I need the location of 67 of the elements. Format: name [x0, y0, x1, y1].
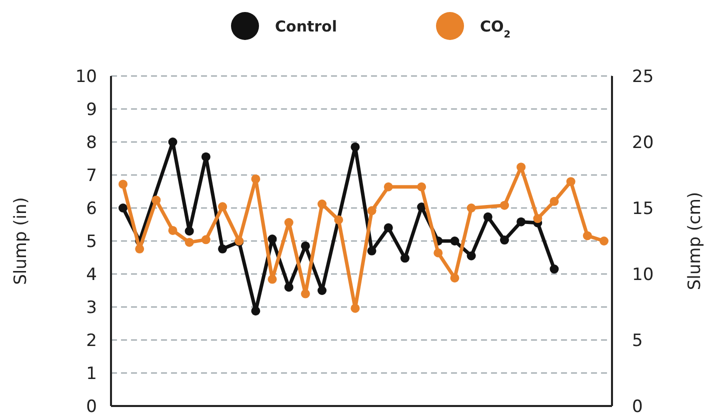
point	[500, 200, 509, 210]
y-tick-label: 6	[86, 198, 97, 219]
point	[118, 204, 128, 212]
y-tick-label: 1	[86, 364, 97, 384]
point	[533, 214, 542, 224]
point	[201, 235, 210, 244]
point	[300, 289, 310, 298]
point	[318, 200, 327, 209]
point	[550, 264, 559, 274]
point	[450, 273, 460, 282]
point	[367, 246, 376, 256]
y-tick-label: 10	[75, 66, 97, 87]
y-axis-title: Slump (in)	[11, 197, 31, 285]
point	[135, 244, 144, 254]
point	[516, 217, 526, 226]
point	[566, 177, 576, 186]
point	[350, 304, 360, 313]
y2-tick-label: 10	[632, 264, 654, 285]
legend-label: Control	[275, 17, 338, 36]
point	[184, 226, 194, 236]
y2-tick-label: 0	[632, 396, 643, 416]
y-tick-label: 7	[86, 166, 97, 186]
point	[466, 204, 476, 212]
y2-tick-label: 5	[632, 330, 643, 351]
y-tick-label: 2	[86, 330, 97, 351]
y-tick-label: 8	[86, 132, 97, 153]
point	[251, 174, 260, 184]
point	[550, 196, 559, 206]
y2-tick-label: 20	[632, 132, 654, 153]
point	[284, 282, 294, 292]
point	[350, 142, 360, 152]
point	[152, 196, 161, 205]
point	[168, 226, 178, 235]
point	[384, 182, 393, 192]
y-tick-label: 0	[86, 396, 97, 416]
point	[318, 286, 327, 295]
point	[218, 244, 228, 254]
point	[400, 254, 410, 263]
point	[367, 206, 376, 216]
point	[268, 274, 277, 284]
y2-tick-label: 25	[632, 66, 654, 87]
point	[450, 236, 460, 246]
point	[466, 251, 476, 260]
point	[184, 238, 194, 247]
y-tick-label: 4	[86, 264, 97, 285]
y-tick-label: 3	[86, 298, 97, 318]
y-tick-label: 9	[86, 100, 97, 120]
point	[600, 236, 608, 246]
point	[417, 182, 426, 192]
point	[251, 306, 260, 316]
legend-label: CO$_{2}$	[480, 17, 511, 40]
point	[483, 212, 492, 222]
point	[268, 234, 277, 244]
point	[334, 215, 344, 224]
y2-axis-title: Slump (cm)	[685, 192, 705, 290]
y-tick-label: 5	[86, 232, 97, 252]
y2-tick-label: 15	[632, 198, 654, 219]
point	[284, 218, 294, 228]
point	[384, 223, 393, 232]
point	[434, 248, 443, 258]
point	[582, 231, 592, 240]
point	[168, 138, 178, 146]
point	[218, 202, 228, 212]
point	[201, 152, 210, 162]
point	[118, 180, 128, 189]
point	[500, 236, 509, 245]
point	[300, 241, 310, 250]
